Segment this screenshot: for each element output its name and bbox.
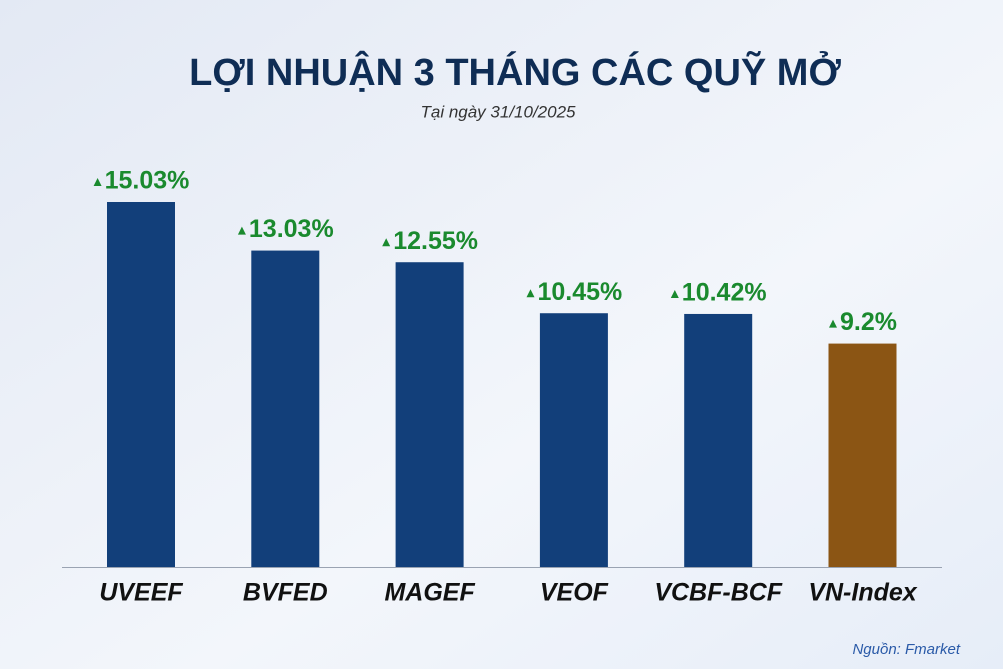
up-arrow-icon [93, 178, 102, 186]
source: Nguồn: Fmarket [852, 641, 960, 658]
x-tick-label: UVEEF [99, 579, 183, 607]
up-arrow-icon [670, 289, 679, 298]
bar [395, 262, 464, 567]
bar [539, 313, 608, 567]
x-tick-label: VEOF [540, 579, 609, 607]
value-label: 10.42% [682, 279, 767, 307]
up-arrow-icon [382, 238, 391, 247]
up-arrow-icon [237, 226, 246, 235]
bar [251, 250, 320, 568]
x-tick-label: VCBF-BCF [654, 579, 782, 607]
value-label: 9.2% [840, 308, 897, 336]
x-tick-label: BVFED [243, 579, 328, 607]
bar [828, 343, 897, 567]
chart-subtitle: Tại ngày 31/10/2025 [420, 102, 576, 121]
up-arrow-icon [526, 289, 535, 298]
x-tick-label: MAGEF [384, 579, 475, 607]
up-arrow-icon [829, 319, 838, 328]
value-label: 15.03% [105, 167, 190, 195]
bar [107, 202, 175, 567]
chart-title: LỢI NHUẬN 3 THÁNG CÁC QUỸ MỞ [189, 50, 841, 94]
x-tick-label: VN-Index [808, 579, 917, 607]
value-label: 10.45% [538, 278, 623, 306]
value-label: 12.55% [393, 227, 478, 255]
bar [684, 313, 753, 567]
value-label: 13.03% [249, 215, 334, 243]
